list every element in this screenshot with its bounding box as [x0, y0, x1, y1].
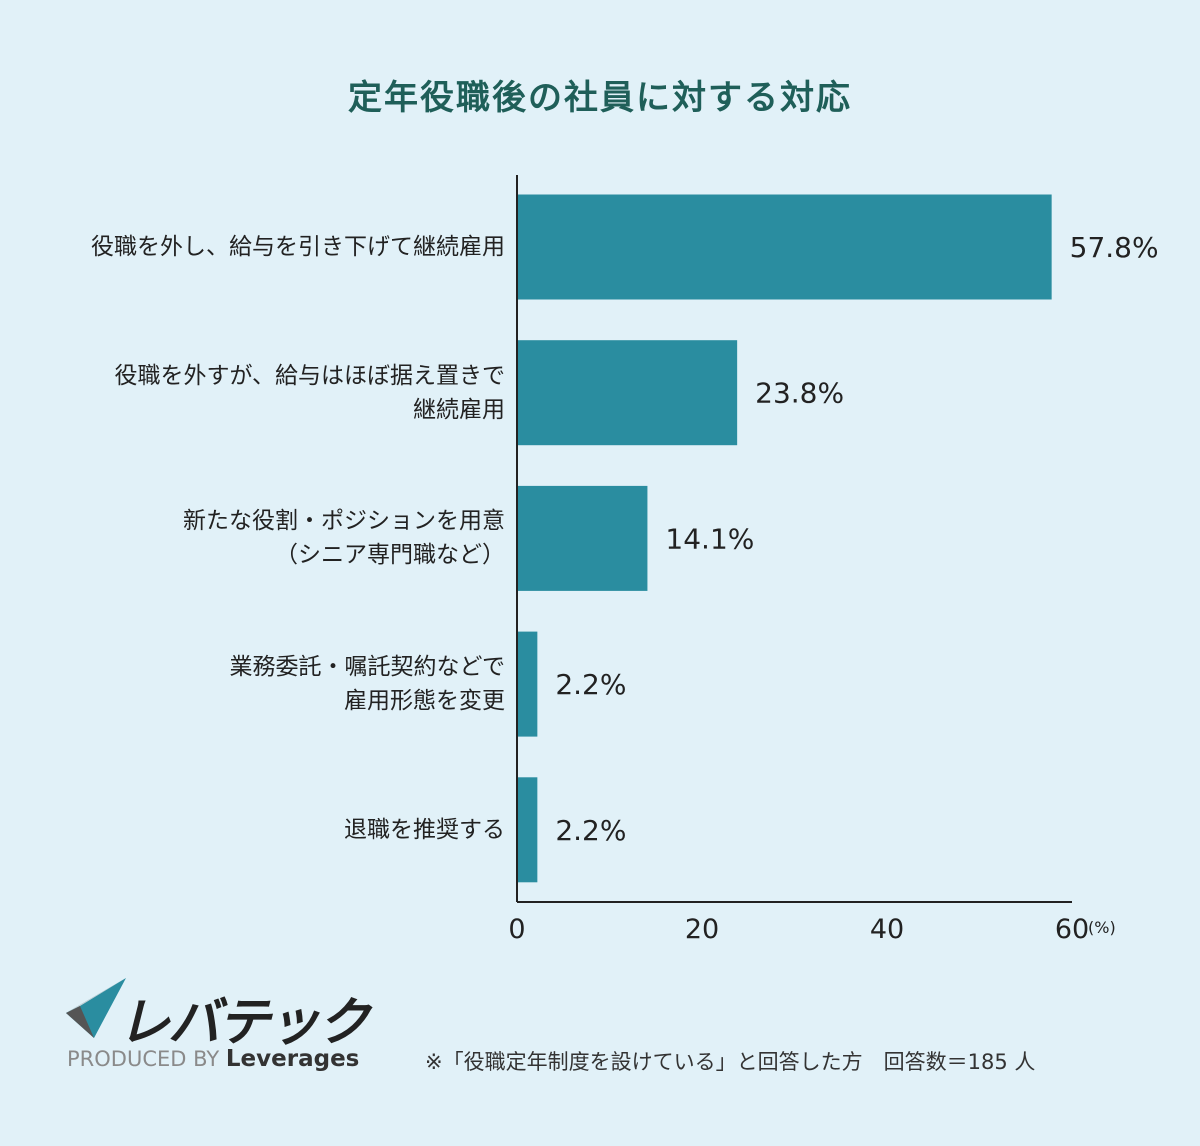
bar	[517, 194, 1052, 300]
bar	[517, 631, 538, 737]
data-label: 2.2%	[555, 668, 626, 701]
levtech-logo-icon	[66, 978, 126, 1038]
produced-by-label: PRODUCED BY	[67, 1047, 220, 1071]
data-label: 57.8%	[1070, 231, 1159, 264]
x-tick-label: 20	[685, 914, 719, 945]
x-tick-label: 40	[870, 914, 904, 945]
data-label: 2.2%	[555, 814, 626, 847]
category-label: 役職を外すが、給与はほぼ据え置きで 継続雇用	[114, 362, 505, 423]
x-tick-label: 0	[508, 914, 525, 945]
data-label: 23.8%	[755, 377, 844, 410]
produced-by: PRODUCED BY Leverages	[67, 1046, 359, 1072]
category-label: 業務委託・嘱託契約などで 雇用形態を変更	[229, 654, 505, 715]
company-name: Leverages	[225, 1046, 360, 1072]
x-unit-label: (%)	[1088, 918, 1116, 937]
bar	[517, 340, 738, 446]
logo-text: レバテック	[118, 993, 370, 1053]
x-tick-label: 60	[1055, 914, 1089, 945]
footnote: ※「役職定年制度を設けている」と回答した方 回答数＝185 人	[425, 1050, 1036, 1074]
bar	[517, 777, 538, 883]
data-label: 14.1%	[665, 522, 754, 555]
chart-title: 定年役職後の社員に対する対応	[348, 78, 852, 118]
bar	[517, 485, 648, 591]
category-label: 役職を外し、給与を引き下げて継続雇用	[91, 234, 505, 260]
category-label: 退職を推奨する	[344, 816, 505, 843]
category-label: 新たな役割・ポジションを用意 （シニア専門職など）	[183, 508, 505, 569]
